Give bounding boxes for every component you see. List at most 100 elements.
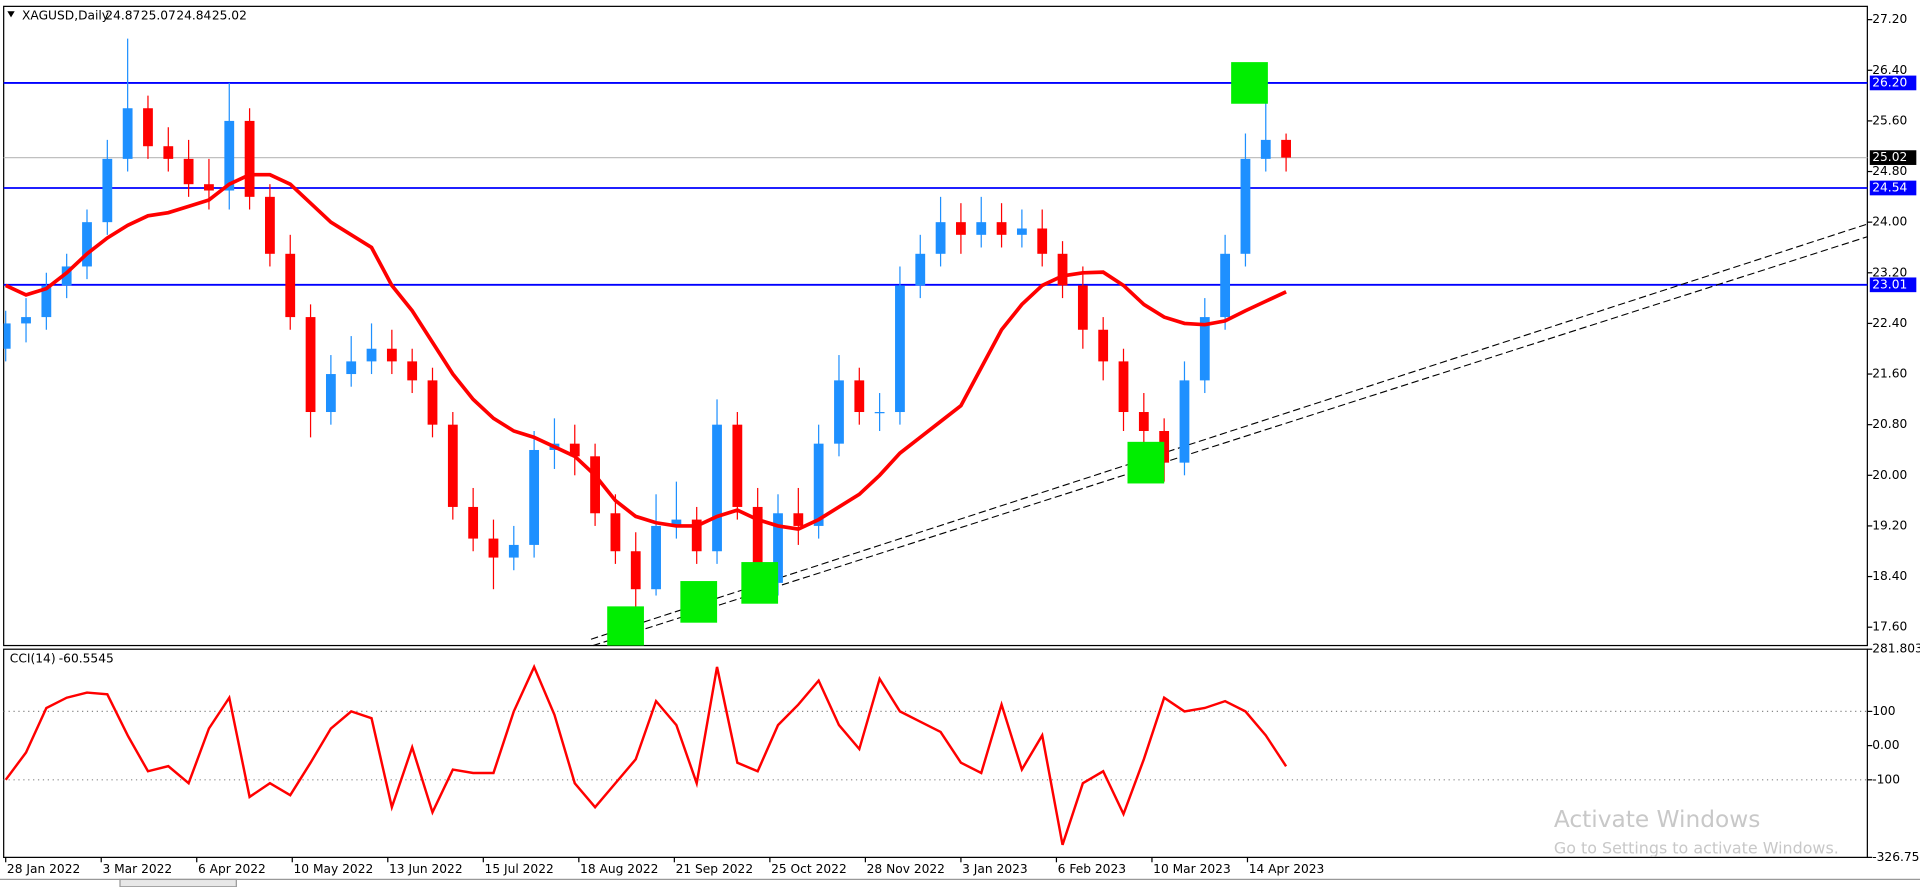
x-tick-label: 10 Mar 2023 [1153, 862, 1231, 876]
x-tick-label: 13 Jun 2022 [389, 862, 463, 876]
candle-body [813, 443, 824, 526]
candle-body [427, 380, 438, 425]
level-label: 24.54 [1872, 180, 1907, 194]
y-tick-label: 19.20 [1872, 518, 1907, 532]
quote-value: 25.07 [141, 9, 176, 23]
quote-value: 24.87 [105, 9, 140, 23]
candle-body [732, 424, 743, 507]
candle-body [569, 443, 580, 457]
watermark-title: Activate Windows [1554, 806, 1760, 833]
y-tick-label: 22.40 [1872, 316, 1907, 330]
candle-body [366, 348, 377, 362]
candle-body [895, 285, 905, 413]
candle-body [447, 424, 458, 507]
y-tick-label: 20.80 [1872, 417, 1907, 431]
x-tick-label: 21 Sep 2022 [676, 862, 754, 876]
trendline [590, 223, 1868, 640]
y-tick-label: 27.20 [1872, 12, 1907, 26]
candle-body [1057, 253, 1068, 286]
candle-body [61, 266, 72, 286]
candle-body [224, 120, 235, 191]
candle-body [752, 506, 763, 583]
x-tick-label: 6 Feb 2023 [1058, 862, 1126, 876]
candle-body [1138, 412, 1149, 432]
candle-body [651, 525, 661, 590]
y-tick-label: 17.60 [1872, 620, 1907, 634]
candle-body [407, 361, 418, 381]
y-tick-label: -326.754 [1872, 850, 1920, 864]
moving-average [4, 172, 1287, 531]
candle-body [468, 506, 479, 539]
candle-body [976, 222, 987, 235]
y-tick-label: 21.60 [1872, 367, 1907, 381]
highlight-box [741, 562, 779, 604]
level-tag [1869, 277, 1917, 293]
x-tick-label: 28 Jan 2022 [7, 862, 80, 876]
candle-body [1240, 158, 1251, 254]
candle-body [1220, 253, 1231, 318]
candle-body [1199, 317, 1210, 381]
highlight-box [1127, 441, 1165, 484]
y-tick-label: 24.80 [1872, 164, 1907, 178]
candle-body [1281, 139, 1291, 158]
level-tag [1869, 75, 1917, 91]
candle-body [325, 374, 336, 413]
candle-body [488, 538, 499, 558]
quote-value: 25.02 [212, 9, 247, 23]
x-tick-label: 10 May 2022 [293, 862, 373, 876]
y-tick-label: 281.803 [1872, 642, 1920, 656]
candle-body [1260, 139, 1271, 159]
y-tick-label: 20.00 [1872, 468, 1907, 482]
candle-body [1118, 361, 1129, 413]
x-tick-label: 14 Apr 2023 [1249, 862, 1325, 876]
indicator-value: -60.5545 [59, 652, 114, 666]
candle-body [1179, 380, 1190, 463]
y-tick-label: 18.40 [1872, 569, 1907, 583]
candle-body [183, 158, 194, 185]
candle-body [630, 551, 641, 590]
current-price-tag [1869, 150, 1917, 165]
candle-body [122, 108, 133, 159]
candle-body [204, 184, 214, 191]
indicator-panel-frame [3, 648, 1868, 858]
candle-body [285, 253, 296, 318]
level-label: 23.01 [1872, 277, 1907, 291]
collapse-arrow[interactable] [7, 11, 15, 18]
candle-body [915, 253, 926, 286]
candle-body [773, 513, 783, 583]
candle-body [874, 412, 885, 414]
symbol-label: XAGUSD,Daily [22, 9, 109, 23]
cci-line [4, 663, 1288, 846]
candle-body [102, 158, 113, 223]
candle-body [996, 222, 1007, 235]
candle-body [854, 380, 865, 413]
candle-body [143, 108, 153, 147]
y-tick-label: 100 [1872, 704, 1895, 718]
candle-body [1077, 285, 1088, 330]
candle-body [163, 146, 174, 159]
candle-body [691, 519, 702, 552]
quote-value: 24.84 [176, 9, 211, 23]
y-tick-label: 25.60 [1872, 113, 1907, 127]
candle-body [3, 323, 11, 349]
candle-body [386, 348, 397, 362]
highlight-box [1231, 62, 1268, 104]
candle-body [244, 120, 255, 197]
candle-body [265, 196, 275, 254]
x-tick-label: 15 Jul 2022 [485, 862, 554, 876]
x-tick-label: 3 Mar 2022 [102, 862, 172, 876]
chart-tab[interactable] [119, 878, 237, 888]
x-tick-label: 3 Jan 2023 [962, 862, 1028, 876]
x-tick-label: 28 Nov 2022 [867, 862, 945, 876]
y-tick-label: 24.00 [1872, 215, 1907, 229]
candle-body [1037, 228, 1048, 254]
candle-body [590, 456, 600, 514]
candle-body [305, 317, 316, 413]
quote-values: 24.87 25.07 24.84 25.02 [105, 9, 247, 23]
level-label: 26.20 [1872, 75, 1907, 89]
candle-body [41, 285, 52, 318]
level-tag [1869, 180, 1917, 196]
candle-body [935, 222, 946, 254]
